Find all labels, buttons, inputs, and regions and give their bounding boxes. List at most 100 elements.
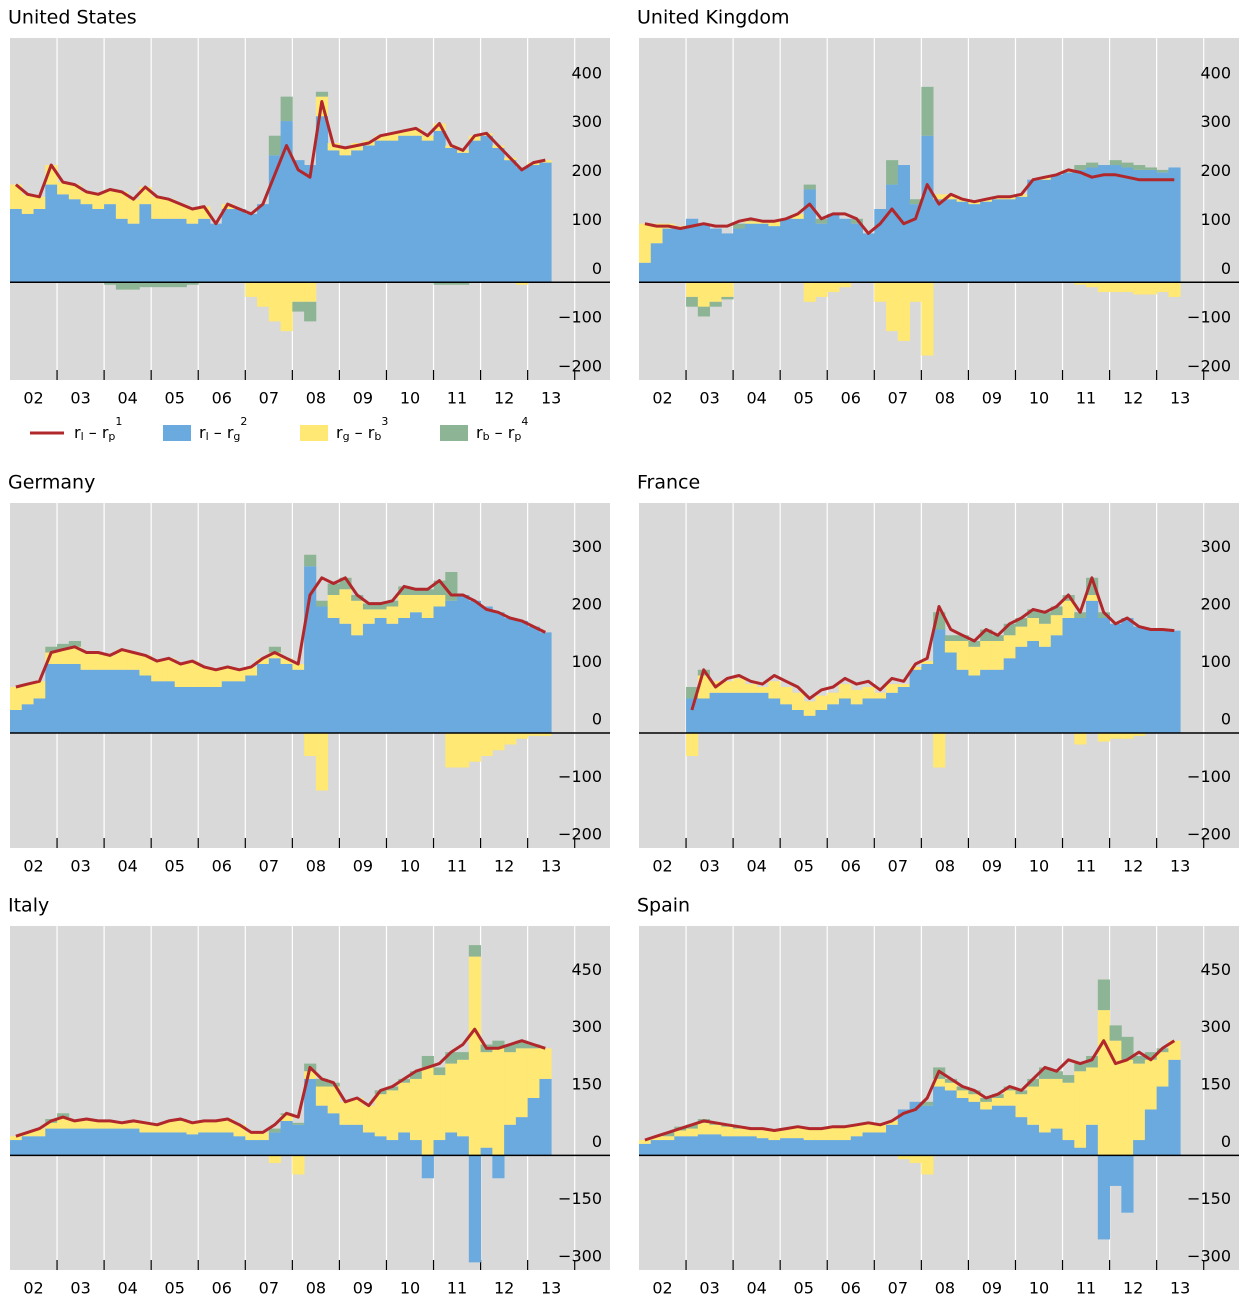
bar-segment [245, 1132, 258, 1141]
bar-segment [1062, 172, 1075, 283]
bar-segment [21, 213, 34, 283]
bar-segment [944, 635, 958, 641]
bar-segment [80, 191, 93, 205]
bar-segment [1156, 1052, 1169, 1087]
x-tick-label: 09 [982, 1279, 1002, 1298]
bar-segment [151, 196, 164, 219]
bar-segment [68, 1128, 81, 1156]
bar-segment [410, 595, 423, 613]
bar-segment [33, 209, 46, 283]
x-tick-label: 02 [652, 857, 672, 876]
bar-segment [221, 666, 234, 682]
bar-segment [1109, 1040, 1122, 1156]
bar-segment [1062, 1140, 1075, 1156]
bar-segment [245, 213, 258, 283]
bar-segment [1156, 1048, 1169, 1053]
bar-segment [1074, 733, 1087, 745]
bar-segment [433, 1140, 446, 1156]
bar-segment [457, 595, 470, 733]
bar-segment [127, 1128, 140, 1156]
bar-segment [815, 218, 828, 224]
bar-segment [127, 669, 140, 733]
bar-segment [886, 1120, 899, 1125]
bar-segment [410, 135, 423, 283]
bar-segment [1109, 1025, 1122, 1041]
bar-segment [445, 1063, 458, 1133]
bar-segment [909, 669, 922, 733]
bar-segment [504, 618, 517, 733]
bar-segment [492, 733, 505, 751]
bar-segment [398, 130, 411, 136]
bar-segment [1039, 1067, 1052, 1079]
series-line [690, 576, 1175, 711]
bar-segment [721, 681, 734, 693]
bar-segment [92, 652, 105, 670]
bar-segment [327, 1113, 340, 1156]
bar-segment [1144, 167, 1158, 170]
y-tick-label: 300 [571, 1017, 602, 1036]
bar-segment [956, 1090, 969, 1098]
bar-segment [827, 704, 840, 733]
bar-segment [315, 116, 329, 283]
bar-segment [233, 669, 246, 682]
y-tick-label: 400 [1200, 63, 1231, 82]
bar-segment [421, 1067, 434, 1156]
bar-segment [410, 612, 423, 733]
bar-segment [944, 199, 958, 283]
bar-segment [80, 204, 93, 283]
bar-segment [980, 1098, 993, 1102]
x-tick-label: 12 [494, 389, 514, 408]
bar-segment [398, 135, 411, 283]
bar-segment [410, 128, 423, 136]
bar-segment [1109, 282, 1122, 293]
panel-title: Spain [637, 895, 690, 917]
bar-segment [21, 1132, 34, 1137]
bar-segment [874, 698, 887, 733]
bar-segment [1050, 606, 1063, 616]
bar-segment [1133, 282, 1146, 295]
bar-segment [803, 189, 816, 283]
y-tick-label: −100 [558, 308, 602, 327]
bar-segment [709, 301, 722, 307]
bar-segment [57, 643, 70, 650]
bar-segment [480, 135, 493, 283]
bar-segment [468, 956, 481, 1156]
bar-segment [151, 1124, 164, 1133]
bar-segment [815, 695, 828, 710]
x-tick-label: 08 [306, 389, 326, 408]
bar-segment [468, 1155, 481, 1263]
bar-segment [1144, 1059, 1158, 1110]
bar-segment [504, 1124, 517, 1156]
bar-segment [186, 223, 199, 283]
bar-segment [1027, 618, 1040, 641]
x-tick-label: 03 [699, 857, 719, 876]
x-tick-label: 06 [841, 1279, 861, 1298]
bar-segment [921, 664, 934, 733]
bar-segment [245, 282, 258, 297]
x-tick-label: 05 [794, 857, 814, 876]
bar-segment [909, 282, 922, 302]
bar-segment [733, 678, 746, 693]
bar-segment [1050, 1128, 1063, 1156]
bar-segment [897, 684, 910, 687]
bar-segment [10, 1140, 23, 1156]
bar-segment [756, 687, 769, 693]
bar-segment [721, 296, 734, 300]
bar-segment [374, 1136, 387, 1156]
bar-segment [374, 1094, 387, 1137]
series-line [644, 1039, 1176, 1142]
bar-segment [92, 1128, 105, 1156]
x-tick-label: 12 [1123, 389, 1143, 408]
bar-segment [1121, 282, 1134, 293]
bar-segment [1074, 165, 1087, 170]
bar-segment [33, 1128, 46, 1137]
bar-segment [1133, 626, 1146, 733]
bar-segment [515, 1048, 529, 1118]
bar-segment [1121, 162, 1134, 168]
bar-segment [791, 213, 805, 219]
bar-segment [862, 1132, 875, 1156]
bar-segment [956, 669, 969, 733]
x-tick-label: 07 [259, 857, 279, 876]
bar-segment [398, 1078, 411, 1083]
